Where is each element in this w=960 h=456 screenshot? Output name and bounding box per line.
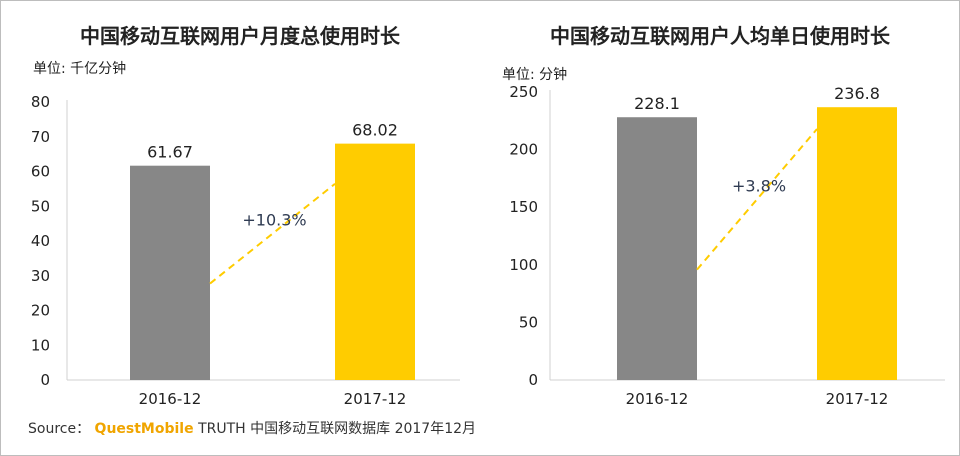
y-tick-label: 0 [528,371,538,389]
y-tick-label: 100 [509,256,538,274]
bar-2016-12 [617,117,697,381]
bar-value-label: 236.8 [834,84,880,103]
x-category-label: 2016-12 [139,390,202,408]
bar-value-label: 228.1 [634,94,680,113]
y-tick-label: 0 [40,371,50,389]
x-category-label: 2017-12 [344,390,407,408]
chart-title: 中国移动互联网用户月度总使用时长 [80,24,400,48]
chart-panel-total-monthly: 中国移动互联网用户月度总使用时长 单位: 千亿分钟 0 10 20 30 40 50 60 7… [0,0,480,410]
y-tick-label: 50 [31,197,50,215]
chart-panel-daily-per-user: 中国移动互联网用户人均单日使用时长 单位: 分钟 0 50 100 150 200 250… [480,0,960,410]
growth-dashed-line [209,183,336,285]
source-text: TRUTH 中国移动互联网数据库 2017年12月 [198,421,477,437]
growth-label: +10.3% [242,211,306,230]
y-tick-label: 20 [31,302,50,320]
x-category-label: 2017-12 [826,390,889,408]
brand-logo-text: QuestMobile [94,421,194,437]
y-tick-label: 70 [31,128,50,146]
bar-2016-12 [130,165,210,380]
bar-chart-svg: 0 10 20 30 40 50 60 70 80 61.67 2016-12 68.02 2017-1… [31,93,460,408]
bar-chart-svg: 0 50 100 150 200 250 228.1 2016-12 236.8 2017-12 +… [509,83,945,408]
y-tick-label: 200 [509,141,538,159]
bar-2017-12 [335,143,415,380]
chart-title: 中国移动互联网用户人均单日使用时长 [550,24,890,48]
bar-value-label: 61.67 [147,143,193,162]
x-category-label: 2016-12 [626,390,689,408]
y-tick-label: 50 [519,313,538,331]
y-tick-label: 60 [31,163,50,181]
growth-label: +3.8% [732,176,786,195]
growth-dashed-line [696,128,818,271]
source-note: Source： QuestMobile TRUTH 中国移动互联网数据库 201… [28,418,476,438]
bar-value-label: 68.02 [352,121,398,140]
source-prefix: Source： [28,421,91,437]
unit-label: 单位: 千亿分钟 [33,61,127,77]
y-tick-label: 250 [509,83,538,101]
unit-label: 单位: 分钟 [502,67,568,83]
y-tick-label: 40 [31,232,50,250]
y-tick-label: 80 [31,93,50,111]
y-tick-label: 150 [509,198,538,216]
bar-2017-12 [817,107,897,381]
y-tick-label: 30 [31,267,50,285]
y-tick-label: 10 [31,336,50,354]
